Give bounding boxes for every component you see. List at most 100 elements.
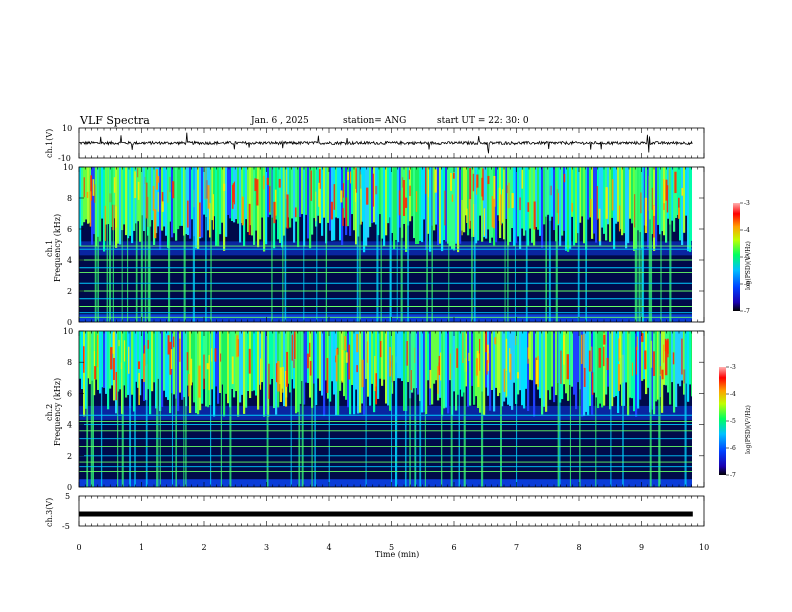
spectrogram-streak: [516, 372, 519, 379]
spectrogram-streak: [153, 209, 157, 239]
spectrogram-column: [501, 331, 504, 407]
spectrogram-column: [181, 331, 184, 400]
spectrogram-streak: [519, 197, 521, 211]
spectrogram-column: [381, 167, 384, 239]
spectrogram-column: [523, 331, 526, 409]
spectrogram-streak: [486, 360, 488, 375]
spectrogram-streak: [528, 332, 530, 359]
spectrogram-streak: [347, 171, 349, 181]
spectrogram-column: [277, 167, 280, 240]
spectrogram-streak: [104, 205, 106, 242]
spectrogram-streak: [340, 190, 343, 203]
spectrogram-column: [661, 167, 664, 232]
spectrogram-column: [511, 331, 514, 410]
spectrogram-sferic: [129, 331, 132, 487]
spectrogram-column: [671, 167, 674, 221]
spectrogram-sferic: [450, 331, 453, 487]
spectrogram-streak: [533, 201, 536, 230]
spectrogram-column: [351, 331, 354, 385]
spectrogram-column: [85, 331, 88, 409]
spectrogram-streak: [605, 187, 608, 219]
spectrogram-column: [377, 331, 380, 399]
spectrogram-column: [201, 167, 204, 238]
spectrogram-streak: [123, 340, 126, 362]
spectrogram-streak: [208, 203, 212, 238]
spectrogram-streak: [681, 338, 683, 375]
spectrogram-column: [345, 331, 348, 400]
spectrogram-column: [601, 167, 604, 228]
spectrogram-column: [575, 331, 578, 410]
spectrogram-streak: [276, 363, 278, 383]
spectrogram-sferic: [282, 167, 284, 322]
spectrogram-streak: [208, 355, 210, 391]
spectrogram-streak: [330, 201, 334, 220]
spectrogram-column: [679, 167, 682, 241]
spectrogram-column: [189, 167, 192, 239]
colorbar-tick-label: -4: [730, 391, 736, 398]
time-tick-label: 5: [389, 543, 394, 552]
spectrogram-column: [417, 167, 420, 244]
spectrogram-sferic: [192, 167, 195, 322]
spectrogram-column: [193, 331, 196, 403]
spectrogram-sferic: [569, 331, 572, 487]
spectrogram-sferic: [545, 167, 548, 322]
spectrogram-column: [629, 167, 632, 219]
spectrogram-streak: [509, 348, 511, 373]
spectrogram-column: [467, 167, 470, 236]
spectrogram-column: [483, 331, 486, 416]
spectrogram-streak: [665, 340, 668, 376]
spectrogram-column: [151, 167, 154, 221]
spectrogram-column: [631, 167, 634, 224]
spectrogram-column: [489, 331, 492, 411]
spectrogram-streak: [256, 179, 259, 206]
spectrogram-sferic: [112, 167, 114, 322]
spectrogram-streak: [653, 351, 655, 376]
spectrogram-column: [235, 331, 238, 392]
spectrogram-sferic: [577, 167, 580, 322]
spectrogram-column: [383, 167, 386, 247]
spectrogram-column: [217, 167, 220, 247]
spectrogram-sferic: [108, 167, 112, 322]
spectrogram-column: [385, 167, 388, 236]
spectrogram-column: [123, 167, 126, 225]
spectrogram-column: [429, 167, 432, 252]
spectrogram-streak: [466, 208, 468, 223]
spectrogram-column: [457, 167, 460, 253]
spectrogram-column: [551, 167, 554, 217]
spectrogram-column: [337, 331, 340, 416]
spectrogram-column: [627, 167, 630, 244]
spectrogram-column: [461, 167, 464, 231]
spectrogram-column: [673, 331, 676, 413]
spectrogram-column: [331, 331, 334, 382]
spectrogram-column: [225, 331, 228, 394]
spectrogram-column: [291, 167, 294, 219]
spectrogram-column: [259, 331, 262, 385]
spectrogram-streak: [498, 187, 501, 221]
spectrogram-column: [529, 167, 532, 229]
spectrogram-column: [611, 331, 614, 407]
spectrogram-sferic: [171, 331, 173, 487]
spectrogram-column: [375, 331, 378, 387]
spectrogram-column: [493, 331, 496, 412]
spectrogram-column: [155, 331, 158, 409]
time-tick-label: 2: [202, 543, 207, 552]
spectrogram-sferic: [94, 167, 97, 322]
spectrogram-sferic: [380, 167, 382, 322]
spectrogram-column: [149, 331, 152, 415]
spectrogram-column: [553, 331, 556, 403]
spectrogram-column: [237, 331, 240, 417]
spectrogram-streak: [286, 169, 288, 195]
spectrogram-column: [279, 331, 282, 385]
spectrogram-streak: [461, 199, 463, 236]
spectrogram-streak: [92, 179, 95, 196]
spectrogram-streak: [666, 185, 669, 213]
spectrogram-streak: [366, 187, 369, 205]
freq-tick-label: 4: [67, 421, 72, 430]
spectrogram-streak: [356, 365, 358, 373]
spectrogram-column: [691, 167, 692, 241]
spectrogram-streak: [492, 198, 495, 229]
spectrogram-column: [677, 331, 680, 384]
spectrogram-sferic: [557, 331, 560, 487]
spectrogram-sferic: [116, 331, 119, 487]
